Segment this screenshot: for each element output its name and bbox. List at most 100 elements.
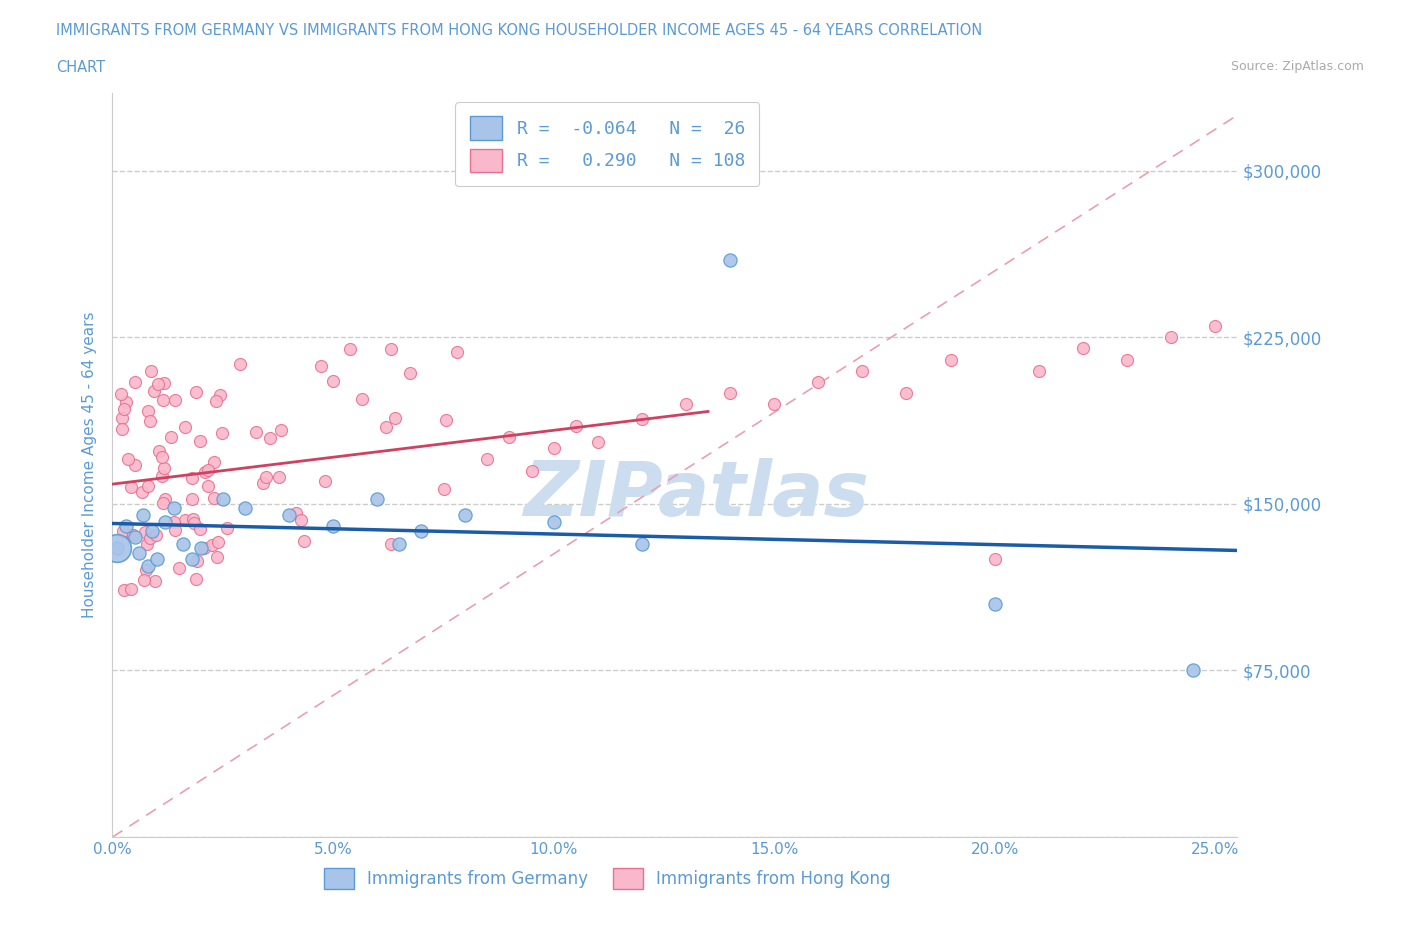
Point — [292, 534, 315, 549]
Point — [122, 527, 145, 542]
Point — [1182, 663, 1205, 678]
Point — [146, 377, 169, 392]
Point — [121, 528, 143, 543]
Point — [163, 501, 186, 516]
Point — [145, 527, 167, 542]
Point — [454, 508, 477, 523]
Point — [150, 469, 173, 484]
Point — [153, 492, 176, 507]
Point — [446, 345, 468, 360]
Text: Source: ZipAtlas.com: Source: ZipAtlas.com — [1230, 60, 1364, 73]
Point — [211, 492, 233, 507]
Point — [124, 375, 146, 390]
Point — [180, 551, 202, 566]
Point — [138, 530, 160, 545]
Point — [181, 491, 204, 506]
Point — [145, 551, 167, 566]
Point — [254, 470, 277, 485]
Point — [136, 559, 159, 574]
Text: CHART: CHART — [56, 60, 105, 75]
Point — [375, 420, 398, 435]
Point — [135, 537, 157, 551]
Point — [207, 535, 229, 550]
Point — [148, 444, 170, 458]
Point — [763, 396, 786, 411]
Point — [159, 430, 181, 445]
Point — [209, 388, 232, 403]
Point — [983, 596, 1005, 611]
Point — [136, 404, 159, 418]
Point — [586, 434, 609, 449]
Point — [112, 582, 135, 597]
Point — [718, 385, 741, 400]
Point — [675, 396, 697, 411]
Point — [245, 425, 267, 440]
Point — [309, 359, 332, 374]
Point — [150, 450, 173, 465]
Point — [202, 455, 225, 470]
Point — [183, 516, 205, 531]
Point — [124, 530, 146, 545]
Point — [229, 356, 252, 371]
Point — [155, 514, 177, 529]
Point — [411, 523, 433, 538]
Point — [259, 431, 281, 445]
Point — [124, 458, 146, 472]
Point — [290, 512, 312, 527]
Point — [110, 387, 132, 402]
Point — [807, 374, 830, 389]
Point — [105, 541, 128, 556]
Point — [399, 365, 422, 380]
Point — [339, 341, 361, 356]
Point — [315, 473, 337, 488]
Point — [630, 537, 652, 551]
Point — [111, 422, 134, 437]
Point — [205, 393, 228, 408]
Point — [172, 537, 194, 551]
Point — [939, 352, 962, 367]
Point — [153, 376, 176, 391]
Point — [197, 478, 219, 493]
Text: ZIPatlas: ZIPatlas — [524, 458, 870, 532]
Y-axis label: Householder Income Ages 45 - 64 years: Householder Income Ages 45 - 64 years — [82, 312, 97, 618]
Point — [366, 492, 388, 507]
Point — [141, 364, 163, 379]
Point — [190, 541, 212, 556]
Point — [194, 465, 217, 480]
Point — [277, 508, 299, 523]
Point — [132, 573, 155, 588]
Point — [135, 563, 157, 578]
Point — [105, 541, 128, 556]
Point — [174, 419, 197, 434]
Point — [197, 462, 219, 477]
Point — [167, 560, 190, 575]
Point — [630, 412, 652, 427]
Text: IMMIGRANTS FROM GERMANY VS IMMIGRANTS FROM HONG KONG HOUSEHOLDER INCOME AGES 45 : IMMIGRANTS FROM GERMANY VS IMMIGRANTS FR… — [56, 23, 983, 38]
Point — [131, 485, 153, 499]
Point — [145, 574, 167, 589]
Point — [543, 441, 565, 456]
Point — [322, 519, 344, 534]
Point — [202, 490, 225, 505]
Point — [163, 392, 186, 407]
Point — [152, 496, 174, 511]
Point — [201, 538, 224, 552]
Point — [498, 430, 520, 445]
Point — [136, 478, 159, 493]
Point — [173, 512, 195, 527]
Point — [718, 252, 741, 267]
Point — [564, 418, 586, 433]
Point — [120, 479, 142, 494]
Point — [284, 505, 307, 520]
Point — [1071, 341, 1094, 356]
Point — [134, 525, 156, 539]
Point — [111, 524, 134, 538]
Point — [141, 523, 163, 538]
Point — [388, 537, 411, 551]
Point — [211, 425, 233, 440]
Point — [180, 471, 202, 485]
Point — [1204, 319, 1226, 334]
Point — [520, 463, 543, 478]
Point — [477, 452, 499, 467]
Point — [128, 545, 150, 560]
